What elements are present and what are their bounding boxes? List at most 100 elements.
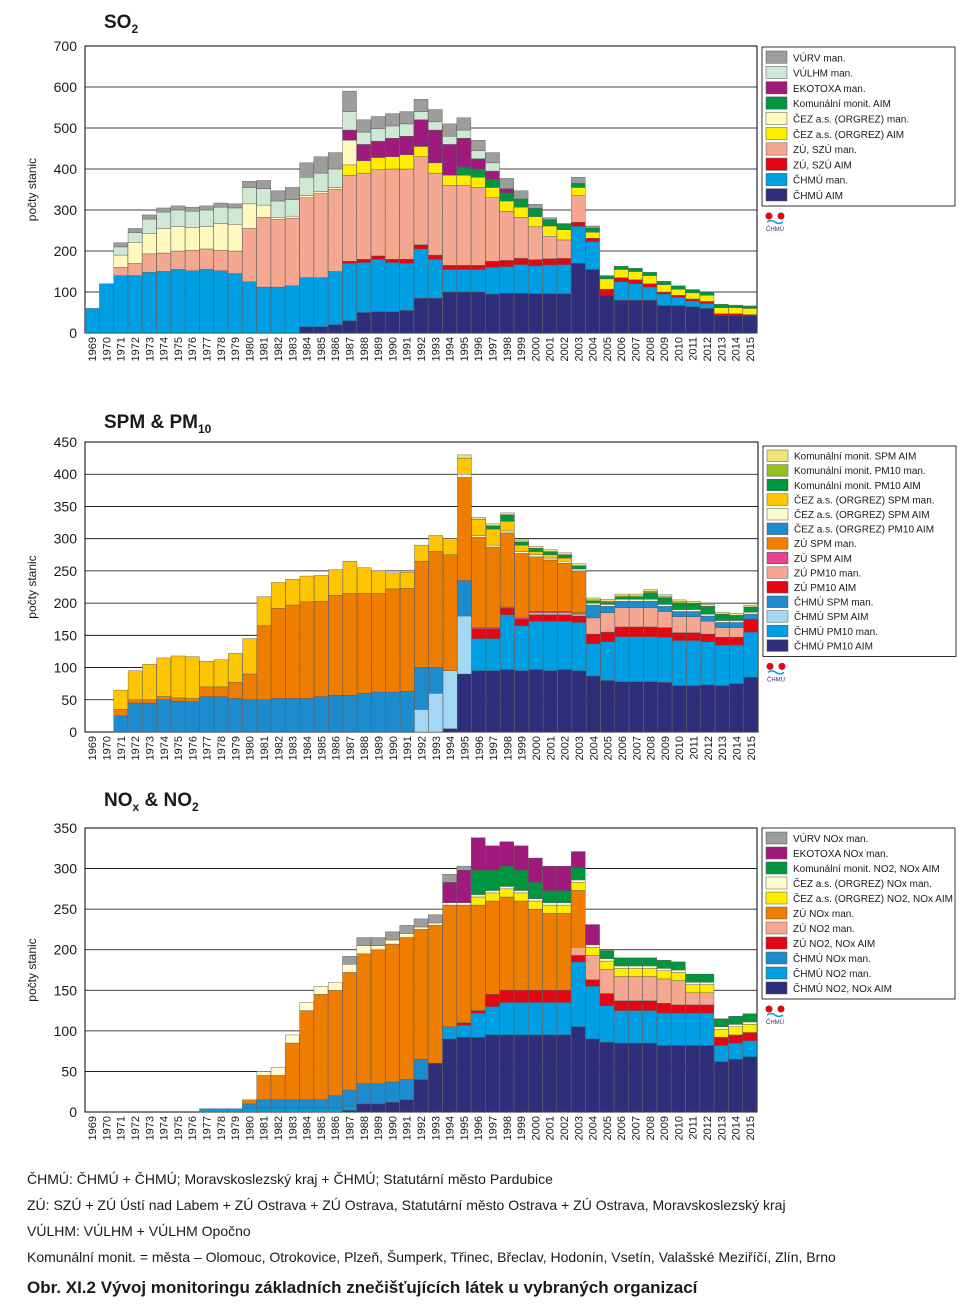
bar-segment [500,530,515,534]
y-tick-label: 200 [54,595,78,611]
bar-segment [370,945,386,950]
y-tick-label: 700 [54,38,78,54]
bar-segment [672,640,687,686]
bar-segment [470,1037,486,1113]
y-tick-label: 100 [54,284,78,300]
legend-label: ZÚ PM10 AIM [794,581,856,594]
y-tick-label: 100 [54,1023,78,1039]
x-tick-label: 1975 [173,736,185,760]
legend-label: ČEZ a.s. (ORGREZ) NOx man. [793,877,932,890]
bar-segment [729,620,744,623]
bar-segment [542,890,557,903]
x-tick-label: 2001 [545,337,557,361]
bar-segment [556,223,572,230]
legend-swatch [765,951,788,965]
bar-segment [599,1042,615,1113]
bar-segment [113,709,129,717]
bar-segment [470,837,486,871]
bar-segment [485,892,500,902]
bar-segment [599,960,615,970]
bar-segment [514,539,529,543]
legend-swatch [766,551,789,565]
bar-segment [743,613,759,620]
bar-segment [557,561,572,564]
bar-segment [685,289,700,294]
legend-swatch [765,891,788,905]
x-tick-label: 2013 [716,1116,728,1140]
bar-segment [586,597,601,601]
bar-segment [342,1106,357,1111]
bar-segment [557,557,572,562]
bar-segment [213,202,229,208]
legend-label: Komunální monit. NO2, NOx AIM [793,864,940,875]
x-tick-label: 2015 [746,736,758,760]
so2-title: SO2 [104,12,138,36]
bar-segment [686,616,701,633]
x-tick-label: 2013 [717,736,729,760]
bar-segment [242,1107,257,1113]
bar-segment [485,638,501,671]
bar-segment [643,592,658,600]
bar-segment [242,673,257,700]
bar-segment [642,957,657,967]
bar-segment [628,268,643,272]
bar-segment [714,1026,729,1030]
bar-segment [600,641,615,681]
bar-segment [299,1099,314,1109]
legend-label: ČHMÚ AIM [793,189,843,202]
bar-segment [629,607,644,628]
bar-segment [485,1006,500,1036]
legend-swatch [766,449,789,462]
bar-segment [571,570,587,613]
bar-segment [356,937,372,946]
bar-segment [328,981,343,991]
note-line: ZÚ: SZÚ + ZÚ Ústí nad Labem + ZÚ Ostrava… [27,1197,786,1213]
bar-segment [485,152,500,164]
x-tick-label: 1971 [116,337,128,361]
bar-segment [428,925,443,1064]
bar-segment [471,537,486,628]
bar-segment [571,565,587,570]
bar-segment [700,615,716,622]
bar-segment [228,653,243,683]
legend-swatch [765,66,788,79]
legend-box [761,46,956,207]
bar-segment [642,976,657,1002]
bar-segment [500,608,515,615]
bar-segment [399,588,415,692]
bar-segment [643,599,658,602]
legend-label: Komunální monit. SPM AIM [794,452,916,463]
bar-segment [142,664,157,700]
x-tick-label: 1985 [316,1116,328,1140]
bar-segment [342,593,358,696]
bar-segment [614,636,630,682]
legend-swatch [765,876,788,890]
bar-segment [728,1016,743,1025]
bar-segment [499,841,514,867]
bar-segment [127,228,143,233]
bar-segment [442,670,458,729]
bar-segment [657,637,673,683]
bar-segment [328,595,343,696]
bar-segment [614,593,630,597]
x-tick-label: 1975 [173,337,185,361]
bar-segment [672,685,687,733]
bar-segment [442,1038,457,1113]
x-tick-label: 1996 [473,337,485,361]
bar-segment [513,890,529,894]
legend-label: ČHMÚ NO2, NOx AIM [793,982,892,995]
legend-label: ČEZ a.s. (ORGREZ) PM10 AIM [794,523,934,536]
legend-label: Komunální monit. AIM [793,99,891,110]
bar-segment [456,117,472,131]
legend-swatch [766,537,789,550]
bar-segment [528,1034,543,1113]
bar-segment [199,205,214,211]
bar-segment [685,1004,700,1014]
bar-segment [185,206,200,212]
bar-segment [185,656,200,699]
x-tick-label: 1977 [202,337,214,361]
bar-segment [656,968,672,972]
bar-segment [457,673,472,733]
x-tick-label: 2012 [702,337,714,361]
